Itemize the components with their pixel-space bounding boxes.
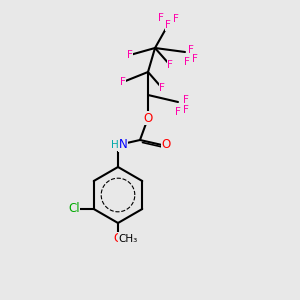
Text: F: F xyxy=(159,83,165,93)
Text: N: N xyxy=(118,139,127,152)
Text: F: F xyxy=(165,20,171,30)
Text: F: F xyxy=(120,77,126,87)
Text: F: F xyxy=(183,105,189,115)
Text: F: F xyxy=(167,60,173,70)
Text: F: F xyxy=(184,57,190,67)
Text: O: O xyxy=(143,112,153,124)
Text: O: O xyxy=(161,137,171,151)
Text: O: O xyxy=(113,232,123,245)
Text: F: F xyxy=(175,107,181,117)
Text: CH₃: CH₃ xyxy=(118,234,138,244)
Text: H: H xyxy=(111,140,119,150)
Text: F: F xyxy=(158,13,164,23)
Text: F: F xyxy=(127,50,133,60)
Text: F: F xyxy=(173,14,179,24)
Text: F: F xyxy=(192,54,198,64)
Text: F: F xyxy=(188,45,194,55)
Text: F: F xyxy=(183,95,189,105)
Text: Cl: Cl xyxy=(68,202,80,215)
